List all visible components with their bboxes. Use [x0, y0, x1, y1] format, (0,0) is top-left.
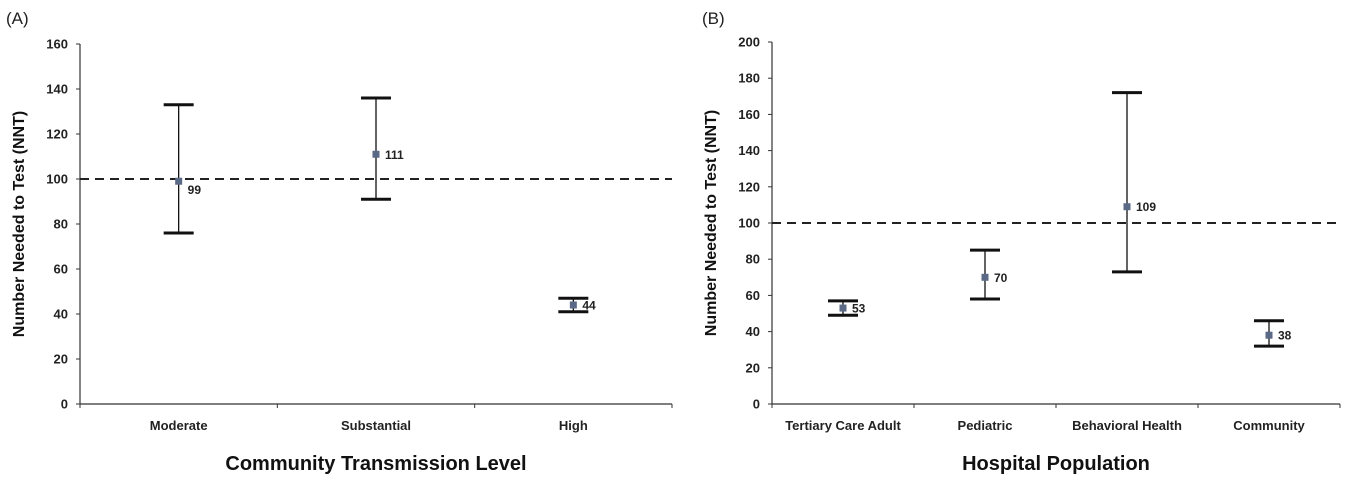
y-tick-label: 160	[46, 37, 68, 52]
x-axis-label: Community Transmission Level	[225, 453, 526, 475]
y-tick-label: 120	[738, 179, 760, 194]
data-label: 70	[994, 271, 1008, 285]
y-tick-label: 20	[746, 360, 760, 375]
y-tick-label: 180	[738, 71, 760, 86]
data-label: 111	[385, 148, 404, 162]
y-tick-label: 160	[738, 107, 760, 122]
data-point	[372, 150, 380, 158]
data-point	[981, 273, 989, 281]
panel-label: (A)	[6, 9, 29, 28]
x-tick-label: High	[559, 418, 588, 433]
y-tick-label: 60	[54, 262, 68, 277]
data-point	[1265, 331, 1273, 339]
data-point	[1123, 203, 1131, 211]
data-label: 109	[1136, 200, 1156, 214]
y-tick-label: 0	[61, 397, 68, 412]
data-point	[175, 177, 183, 185]
y-tick-label: 60	[746, 288, 760, 303]
data-point	[569, 301, 577, 309]
data-label: 53	[852, 302, 866, 316]
y-tick-label: 40	[54, 307, 68, 322]
x-tick-label: Moderate	[150, 418, 208, 433]
data-label: 38	[1278, 329, 1292, 343]
x-tick-label: Pediatric	[958, 418, 1013, 433]
y-tick-label: 100	[738, 216, 760, 231]
x-tick-label: Tertiary Care Adult	[785, 418, 901, 433]
y-tick-label: 120	[46, 127, 68, 142]
x-tick-label: Community	[1233, 418, 1305, 433]
y-axis-label: Number Needed to Test (NNT)	[11, 111, 28, 337]
y-tick-label: 200	[738, 35, 760, 50]
y-tick-label: 20	[54, 352, 68, 367]
data-point	[839, 304, 847, 312]
panel-label: (B)	[702, 9, 725, 28]
y-tick-label: 80	[746, 252, 760, 267]
y-axis-label: Number Needed to Test (NNT)	[703, 110, 720, 336]
panel-a: (A) 0 20 40 60 80 100 120 140 160 Moderate Substant…	[6, 9, 673, 475]
y-tick-label: 40	[746, 324, 760, 339]
y-tick-label: 80	[54, 217, 68, 232]
y-tick-label: 140	[46, 82, 68, 97]
y-tick-label: 140	[738, 143, 760, 158]
x-axis-label: Hospital Population	[962, 453, 1150, 475]
y-tick-label: 100	[46, 172, 68, 187]
x-tick-label: Behavioral Health	[1072, 418, 1182, 433]
x-tick-label: Substantial	[341, 418, 411, 433]
data-label: 44	[582, 299, 596, 313]
panel-b: (B) 0 20 40 60 80 100 120 140 160 180 200 Tertiary C…	[702, 9, 1341, 475]
data-label: 99	[188, 183, 202, 197]
y-tick-label: 0	[753, 397, 760, 412]
